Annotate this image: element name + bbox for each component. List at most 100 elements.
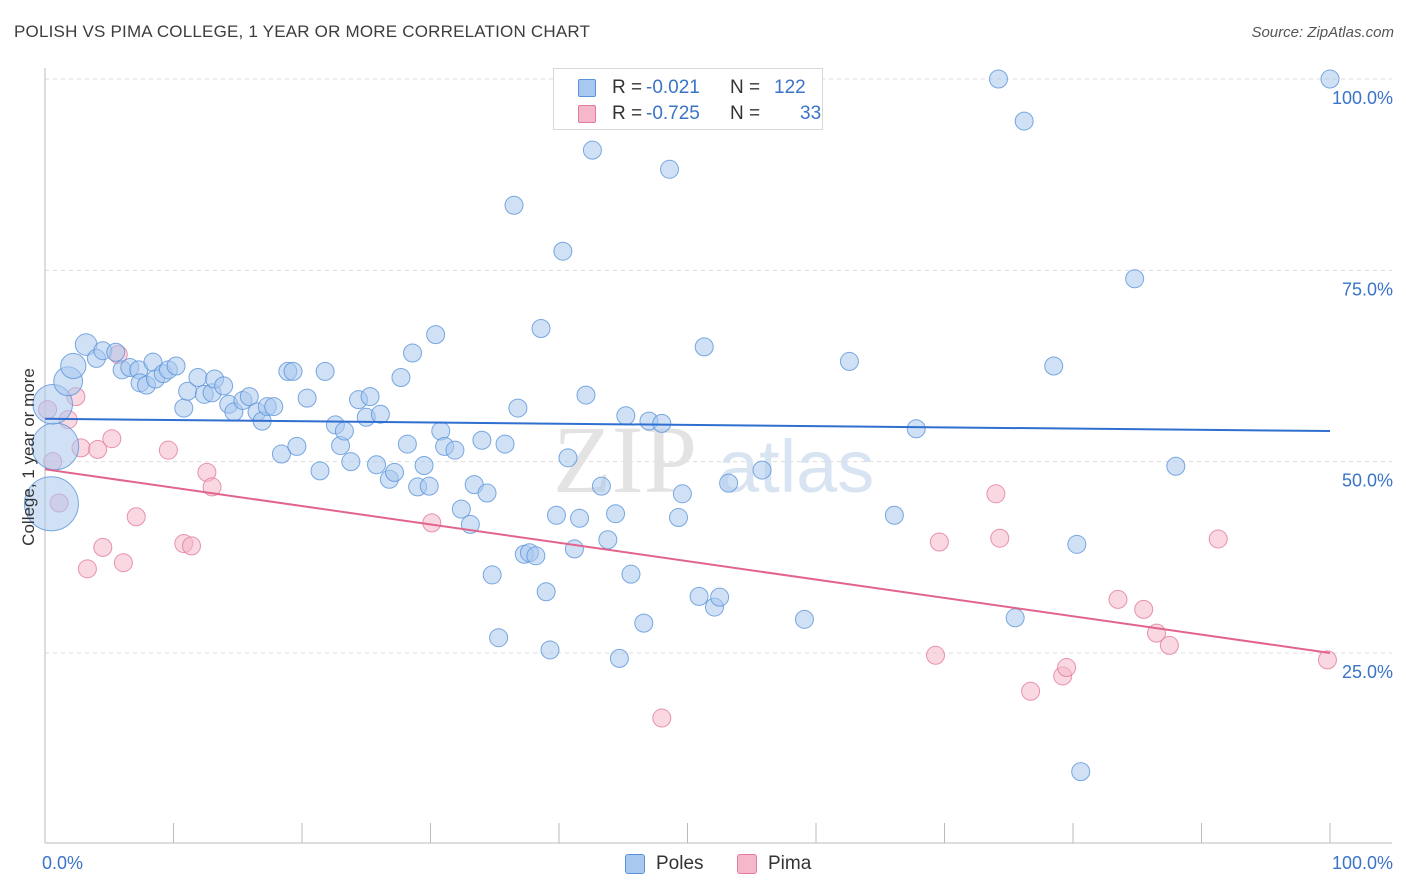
poles-trend-line	[44, 417, 1331, 433]
pima-swatch	[578, 105, 596, 123]
pima-point	[990, 528, 1010, 548]
poles-point	[606, 504, 626, 524]
poles-point	[419, 476, 439, 496]
poles-point	[495, 434, 515, 454]
poles-point	[719, 473, 739, 493]
poles-point	[1166, 456, 1186, 476]
poles-point	[391, 367, 411, 387]
pima-point	[652, 708, 672, 728]
poles-point	[621, 564, 641, 584]
pima-point	[1134, 599, 1154, 619]
poles-point	[536, 582, 556, 602]
pima-point	[986, 484, 1006, 504]
poles-point	[283, 361, 303, 381]
y-tick-label: 25.0%	[1342, 662, 1393, 682]
x-tick-label-max: 100.0%	[1332, 853, 1393, 873]
poles-point	[672, 484, 692, 504]
poles-legend-label: Poles	[656, 853, 704, 874]
poles-point	[315, 361, 335, 381]
poles-point	[1320, 69, 1340, 89]
poles-point	[839, 351, 859, 371]
poles-point	[60, 352, 87, 380]
poles-point	[634, 613, 654, 633]
poles-point	[370, 404, 390, 424]
poles-point	[360, 387, 380, 407]
poles-point	[794, 609, 814, 629]
poles-point	[297, 388, 317, 408]
pima-point	[1208, 529, 1228, 549]
correlation-legend: R = -0.021 N = 122 R = -0.725 N = 33	[553, 68, 823, 130]
poles-point	[445, 440, 465, 460]
pima-point	[126, 507, 146, 527]
poles-point	[403, 343, 423, 363]
y-tick-label: 50.0%	[1342, 471, 1393, 491]
poles-point	[694, 337, 714, 357]
poles-point	[489, 628, 509, 648]
pima-point	[88, 439, 108, 459]
pima-point	[158, 440, 178, 460]
poles-point	[660, 159, 680, 179]
r-label: R =	[612, 103, 643, 124]
chart-title: POLISH VS PIMA COLLEGE, 1 YEAR OR MORE C…	[14, 22, 591, 41]
poles-point	[652, 413, 672, 433]
poles-point	[482, 565, 502, 585]
poles-point	[271, 444, 291, 464]
poles-swatch	[578, 79, 596, 97]
poles-point	[1005, 608, 1025, 628]
poles-point	[570, 508, 590, 528]
pima-point	[202, 477, 222, 497]
pima-point	[1057, 658, 1077, 678]
poles-point	[884, 505, 904, 525]
poles-point	[1067, 534, 1087, 554]
poles-point	[546, 505, 566, 525]
poles-point	[576, 385, 596, 405]
trend-lines	[44, 417, 1331, 654]
poles-point	[609, 648, 629, 668]
poles-point	[1071, 762, 1091, 782]
poles-point	[174, 398, 194, 418]
poles-point	[526, 546, 546, 566]
poles-point	[553, 241, 573, 261]
pima-legend-swatch	[737, 854, 757, 874]
pima-point	[1159, 635, 1179, 655]
poles-point	[214, 376, 234, 396]
poles-point	[1014, 111, 1034, 131]
poles-point	[508, 398, 528, 418]
pima-point	[1021, 681, 1041, 701]
n-value: 33	[800, 103, 822, 124]
poles-point	[564, 539, 584, 559]
x-tick-label-min: 0.0%	[42, 853, 83, 873]
pima-point	[926, 645, 946, 665]
tick-labels: 25.0% 50.0% 75.0% 100.0% 0.0% 100.0%	[42, 88, 1393, 873]
poles-point	[616, 406, 636, 426]
y-tick-label: 75.0%	[1342, 279, 1393, 299]
watermark: ZIP atlas	[553, 406, 874, 513]
watermark-atlas: atlas	[718, 425, 874, 508]
poles-point	[341, 452, 361, 472]
pima-legend-label: Pima	[768, 853, 812, 874]
poles-point	[906, 419, 926, 439]
poles-point	[31, 422, 80, 471]
poles-point	[689, 586, 709, 606]
poles-point	[477, 483, 497, 503]
pima-point	[929, 532, 949, 552]
poles-point	[106, 342, 126, 362]
r-value: -0.725	[646, 103, 700, 124]
pima-point	[93, 537, 113, 557]
n-label: N =	[730, 103, 761, 124]
poles-point	[414, 455, 434, 475]
r-value: -0.021	[646, 77, 700, 98]
poles-point	[264, 397, 284, 417]
poles-point	[582, 140, 602, 160]
poles-point	[367, 455, 387, 475]
r-label: R =	[612, 77, 643, 98]
poles-point	[239, 387, 259, 407]
poles-point	[531, 318, 551, 338]
poles-point	[752, 460, 772, 480]
poles-point	[451, 499, 471, 519]
pima-point	[77, 559, 97, 579]
poles-point	[23, 476, 79, 532]
poles-point	[504, 195, 524, 215]
poles-point	[988, 69, 1008, 89]
